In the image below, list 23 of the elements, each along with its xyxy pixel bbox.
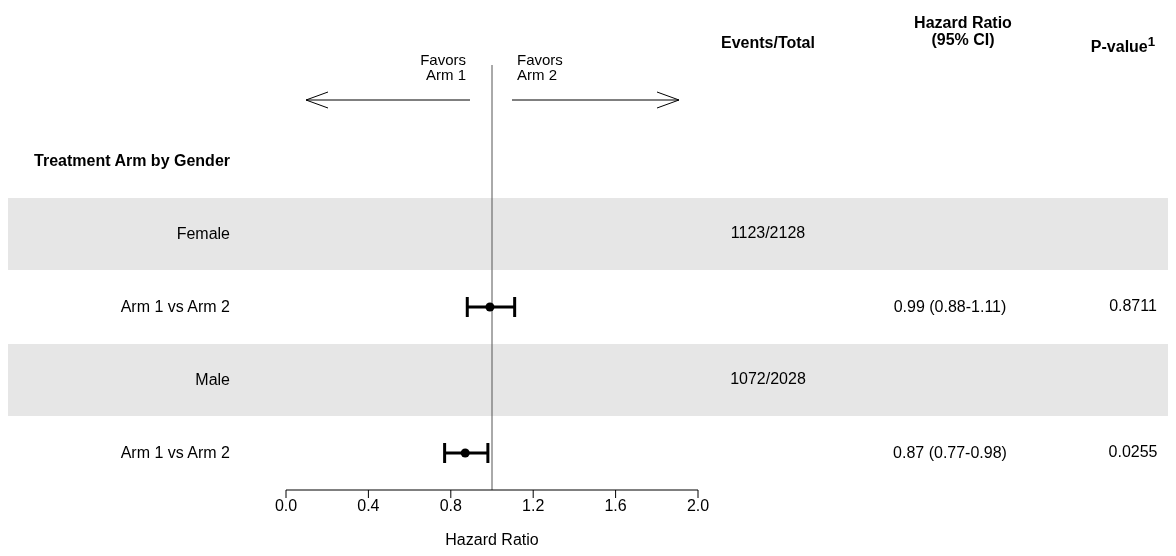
- y-tick-label: Female: [176, 224, 231, 242]
- annotation: Favors Arm 1: [419, 51, 466, 83]
- data-label: 0.87 (0.77-0.98): [893, 443, 1007, 461]
- text: 0.0255: [1107, 442, 1159, 461]
- x-tick-label: 1.6: [604, 497, 627, 515]
- annotation: Favors Arm 2: [517, 51, 564, 83]
- text: 0.8711: [1108, 296, 1158, 315]
- y-tick-label: Arm 1 vs Arm 2: [120, 443, 231, 461]
- text: Hazard Ratio (95% CI): [913, 14, 1013, 48]
- x-tick-label: 1.2: [522, 497, 545, 515]
- x-tick-label: 0.4: [357, 497, 380, 515]
- text: Events/Total: [720, 34, 816, 52]
- data-label: 0.99 (0.88-1.11): [893, 297, 1007, 315]
- text: 1123/2128: [729, 223, 807, 242]
- text: P-value$^{1}$: [1089, 34, 1157, 57]
- x-tick-label: 0.8: [439, 497, 463, 515]
- y-tick-label: Male: [195, 370, 231, 388]
- y-tick-label: Arm 1 vs Arm 2: [120, 297, 231, 315]
- y-tick-label: Treatment Arm by Gender: [34, 151, 230, 169]
- x-tick-label: 2.0: [686, 497, 710, 515]
- x-tick-label: 0.0: [274, 497, 298, 515]
- text: 1072/2028: [729, 369, 807, 388]
- x-axis-title: Hazard Ratio: [445, 531, 539, 548]
